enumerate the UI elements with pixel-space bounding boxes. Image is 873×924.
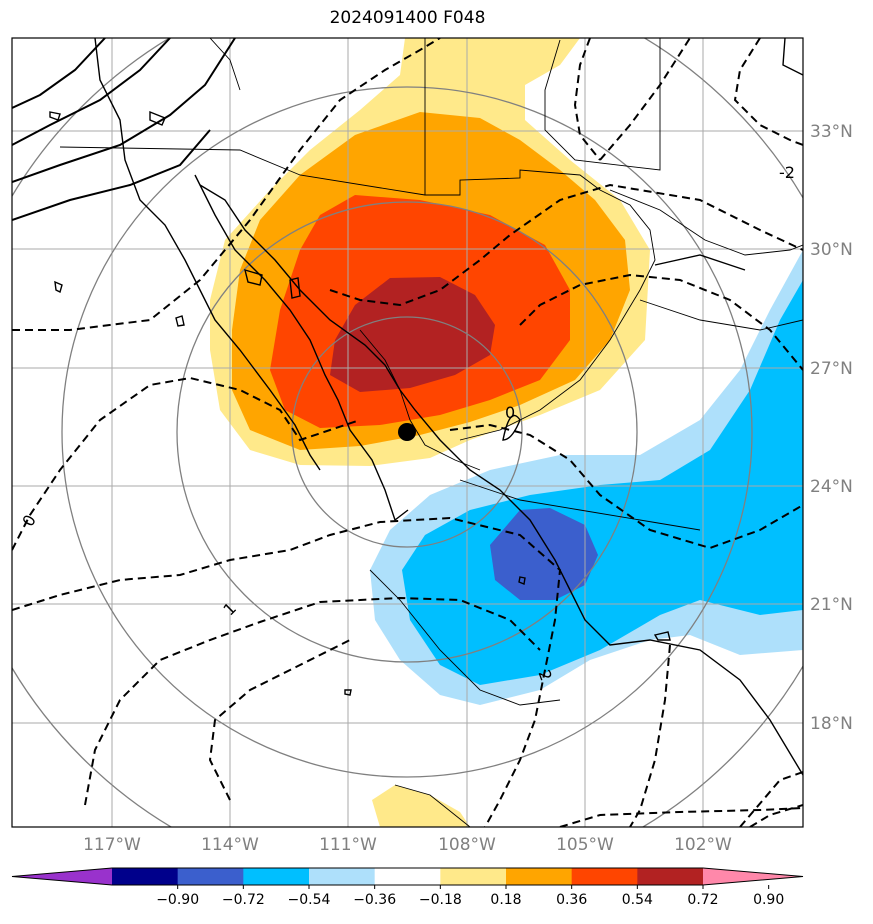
range-rings <box>12 38 803 827</box>
colorbar-tick-label: −0.36 <box>353 892 396 908</box>
colorbar-swatch <box>506 868 573 885</box>
colorbar-tick-label: −0.72 <box>222 892 265 908</box>
colorbar-swatch <box>112 868 179 885</box>
colorbar-swatch <box>440 868 507 885</box>
lon-label-102: 102°W <box>674 835 732 855</box>
longitude-labels: 117°W 114°W 111°W 108°W 105°W 102°W <box>83 835 732 855</box>
colorbar-tick-label: 0.18 <box>490 892 521 908</box>
solid-contours <box>12 38 236 221</box>
colorbar-extend-high <box>703 868 803 885</box>
dashed-contours <box>12 38 803 827</box>
lat-label-33: 33°N <box>810 122 853 142</box>
colorbar-tick-label: −0.54 <box>288 892 331 908</box>
colorbar-swatch <box>177 868 244 885</box>
colorbar-tick-label: −0.18 <box>419 892 462 908</box>
lon-label-108: 108°W <box>438 835 496 855</box>
plot-frame <box>11 37 804 828</box>
colorbar-extend-low <box>12 868 112 885</box>
lat-label-21: 21°N <box>810 595 853 615</box>
storm-center-marker <box>398 423 416 441</box>
colorbar-swatch <box>374 868 441 885</box>
lat-label-24: 24°N <box>810 477 853 497</box>
lat-label-30: 30°N <box>810 240 853 260</box>
colorbar-swatch <box>243 868 310 885</box>
colorbar-swatch <box>309 868 376 885</box>
lon-label-105: 105°W <box>556 835 614 855</box>
map-title: 2024091400 F048 <box>329 8 486 28</box>
colorbar-swatch <box>637 868 704 885</box>
lon-label-111: 111°W <box>319 835 377 855</box>
positive-anomaly-fill <box>210 38 650 827</box>
political-boundaries <box>59 38 803 827</box>
lon-label-114: 114°W <box>201 835 259 855</box>
latitude-labels: 33°N 30°N 27°N 24°N 21°N 18°N <box>810 122 853 734</box>
colorbar-tick-label: 0.36 <box>556 892 587 908</box>
graticule <box>12 38 803 827</box>
colorbar-tick-label: 0.90 <box>753 892 784 908</box>
lon-label-117: 117°W <box>83 835 141 855</box>
colorbar-tick-label: 0.72 <box>687 892 718 908</box>
lat-label-18: 18°N <box>810 714 853 734</box>
lat-label-27: 27°N <box>810 359 853 379</box>
colorbar-tick-label: 0.54 <box>622 892 653 908</box>
colorbar-outline <box>11 867 804 886</box>
contour-label-zero-center: 0 <box>505 403 515 422</box>
colorbar: −0.90 −0.72 −0.54 −0.36 −0.18 0.18 0.36 0.54 0.7… <box>11 867 804 908</box>
colorbar-swatch <box>571 868 638 885</box>
colorbar-tick-label: −0.90 <box>156 892 199 908</box>
contour-label-neg2: -2 <box>779 163 795 182</box>
